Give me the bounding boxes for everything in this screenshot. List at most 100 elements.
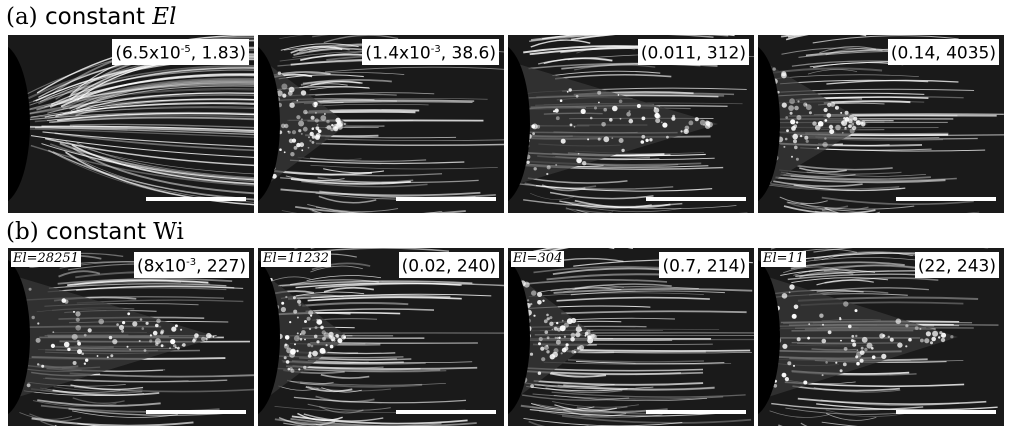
flow-streak	[279, 35, 306, 40]
tracer-particle	[852, 342, 857, 347]
tracer-particle	[558, 336, 561, 339]
flow-streak	[280, 188, 481, 197]
tracer-particle	[919, 327, 922, 330]
tracer-particle	[530, 302, 533, 306]
tracer-particle	[108, 335, 113, 340]
tracer-particle	[950, 335, 954, 339]
tracer-particle	[314, 118, 319, 123]
tracer-particle	[905, 324, 909, 328]
tracer-particle	[829, 129, 832, 132]
flow-streak	[31, 417, 194, 426]
tracer-particle	[31, 315, 35, 320]
flow-streak	[527, 177, 628, 184]
tracer-particle	[169, 347, 171, 349]
tracer-particle	[636, 104, 641, 108]
tracer-particle	[322, 336, 326, 341]
flow-streak	[57, 278, 233, 285]
tracer-particle	[37, 363, 40, 366]
tracer-particle	[279, 148, 282, 151]
tracer-particle	[817, 146, 820, 150]
tracer-particle	[77, 341, 81, 346]
tracer-particle	[864, 347, 868, 352]
tracer-particle	[557, 327, 561, 332]
tracer-particle	[781, 71, 787, 77]
tracer-particle	[41, 364, 45, 368]
param-exponent: -3	[430, 44, 441, 55]
flow-streak	[523, 418, 683, 426]
tracer-particle	[307, 146, 310, 149]
tracer-particle	[843, 301, 849, 307]
param-prefix: (1.4x10	[365, 43, 431, 64]
flow-streak	[787, 201, 915, 210]
flow-streak	[293, 396, 467, 404]
flow-streak	[286, 379, 334, 385]
flow-streak	[319, 406, 364, 414]
el-number-label: El=11232	[261, 251, 331, 267]
flow-streak	[305, 308, 435, 313]
tracer-particle	[566, 90, 569, 93]
flow-streak	[566, 351, 752, 354]
flow-streak	[561, 414, 752, 424]
tracer-particle	[309, 131, 314, 137]
tracer-particle	[671, 116, 676, 121]
tracer-particle	[839, 316, 841, 319]
tracer-particle	[584, 331, 589, 336]
tracer-particle	[796, 115, 802, 120]
tracer-particle	[815, 124, 821, 131]
tracer-particle	[283, 343, 289, 349]
tracer-particle	[660, 121, 663, 124]
tracer-particle	[804, 135, 809, 140]
tracer-particle	[67, 347, 71, 352]
flow-streak	[29, 69, 254, 106]
tracer-particle	[132, 321, 138, 327]
flow-streak	[286, 365, 478, 370]
tracer-particle	[50, 343, 56, 348]
tracer-particle	[551, 328, 554, 331]
tracer-particle	[587, 138, 590, 141]
tracer-particle	[575, 326, 582, 333]
tracer-particle	[790, 119, 796, 125]
tracer-particle	[98, 318, 104, 325]
flow-streak	[577, 162, 679, 167]
parameter-label: (0.14, 4035)	[887, 39, 999, 65]
flow-streak	[52, 389, 160, 397]
tracer-particle	[871, 355, 876, 359]
tracer-particle	[529, 352, 534, 356]
tracer-particle	[772, 67, 776, 71]
tracer-particle	[783, 145, 786, 148]
flow-streak	[310, 80, 363, 86]
tracer-particle	[71, 333, 78, 340]
tracer-particle	[320, 325, 324, 330]
tracer-particle	[688, 120, 694, 126]
tracer-particle	[649, 138, 653, 142]
flow-streak	[37, 399, 161, 407]
tracer-particle	[531, 123, 538, 130]
flow-streak	[318, 282, 461, 289]
flow-streak	[35, 127, 254, 136]
tracer-particle	[784, 377, 789, 382]
flow-streak	[278, 74, 364, 80]
flow-streak	[22, 69, 254, 106]
tracer-particle	[284, 123, 289, 129]
tracer-particle	[840, 339, 842, 342]
flow-streak	[325, 136, 457, 139]
tracer-particle	[194, 333, 199, 338]
tracer-particle	[538, 336, 543, 342]
tracer-particle	[208, 334, 213, 338]
tracer-particle	[530, 384, 534, 388]
flow-streak	[297, 156, 362, 161]
recirculation-region	[268, 64, 348, 184]
tracer-particle	[320, 348, 325, 353]
tracer-particle	[704, 120, 710, 125]
tracer-particle	[546, 313, 549, 317]
flow-streak	[20, 128, 254, 138]
tracer-particle	[160, 329, 165, 334]
flow-streak	[44, 137, 254, 167]
image-panel-a1: (6.5x10-5, 1.83)	[8, 35, 254, 213]
tracer-particle	[326, 119, 330, 124]
flow-streak	[49, 74, 254, 108]
row-label-paren: (a)	[6, 4, 38, 30]
tracer-particle	[306, 316, 311, 321]
tracer-particle	[538, 342, 541, 346]
tracer-particle	[155, 342, 159, 346]
